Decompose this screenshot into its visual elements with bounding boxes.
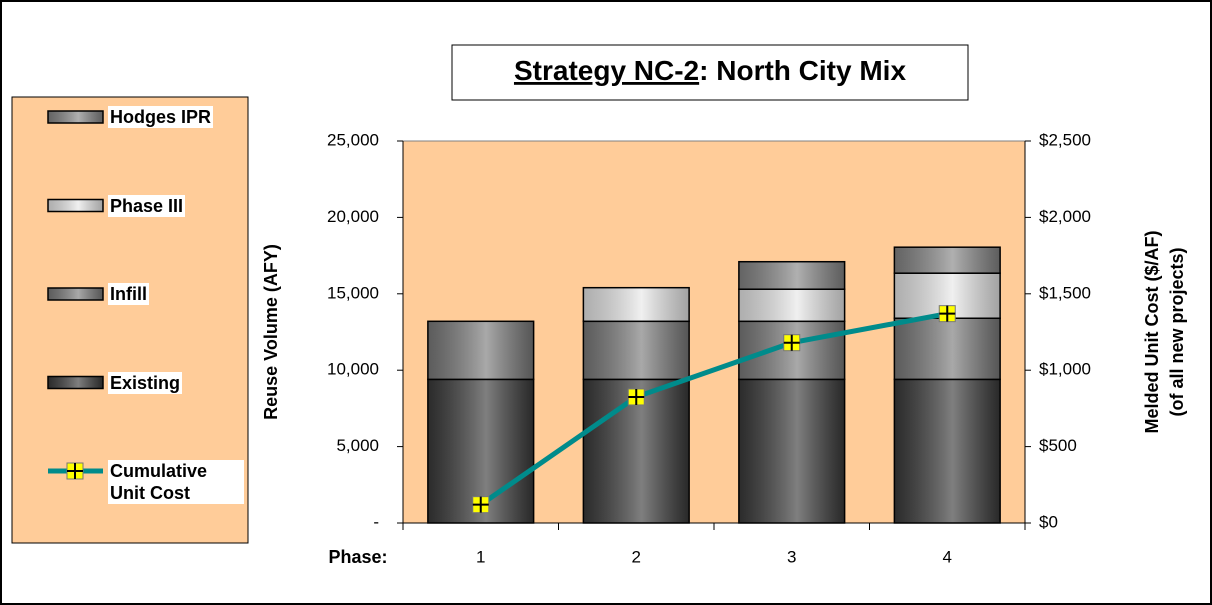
y2-axis-label: Melded Unit Cost ($/AF) <box>1142 231 1162 434</box>
legend-shade <box>47 198 104 213</box>
y2-tick-label: $2,000 <box>1039 207 1091 226</box>
bar-shade <box>893 378 1001 524</box>
x-tick-label: 3 <box>787 547 796 566</box>
bar-shade <box>582 286 690 323</box>
y2-axis-label: (of all new projects) <box>1167 247 1187 416</box>
bar-shade <box>738 260 846 290</box>
legend-cross <box>67 463 83 479</box>
y-tick-label: 5,000 <box>336 436 379 455</box>
y-tick-label: 20,000 <box>327 207 379 226</box>
x-tick-label: 4 <box>943 547 952 566</box>
bar-shade <box>582 320 690 381</box>
bar-shade <box>738 288 846 323</box>
legend-label: Phase III <box>108 194 186 217</box>
bar-shade <box>893 246 1001 274</box>
y-tick-label: 10,000 <box>327 360 379 379</box>
y2-tick-label: $1,000 <box>1039 360 1091 379</box>
y-tick-label: 25,000 <box>327 130 379 149</box>
legend-label: Existing <box>108 371 183 394</box>
y-tick-label: 15,000 <box>327 283 379 302</box>
legend-shade <box>47 375 104 390</box>
y2-tick-label: $2,500 <box>1039 130 1091 149</box>
legend-label: Infill <box>108 283 149 305</box>
y2-tick-label: $0 <box>1039 512 1058 531</box>
y2-tick-label: $500 <box>1039 436 1077 455</box>
chart-title: Strategy NC-2: North City Mix <box>514 55 906 86</box>
legend-shade <box>47 287 104 301</box>
x-axis-label: Phase: <box>328 547 387 567</box>
title-box <box>451 44 969 101</box>
y-axis-label: Reuse Volume (AFY) <box>261 244 281 420</box>
marker-cross <box>939 305 956 322</box>
y-tick-label: - <box>373 512 379 531</box>
y2-tick-label: $1,500 <box>1039 283 1091 302</box>
legend-label: Cumulative Unit Cost <box>108 460 244 504</box>
legend-label: Hodges IPR <box>108 106 214 128</box>
x-tick-label: 1 <box>476 547 485 566</box>
line <box>479 311 948 507</box>
bar-shade <box>738 378 846 524</box>
x-tick-label: 2 <box>632 547 641 566</box>
legend-shade <box>47 110 104 124</box>
marker-cross <box>472 496 489 513</box>
bar-shade <box>427 320 535 381</box>
bar-shade <box>893 317 1001 381</box>
marker-cross <box>628 388 645 405</box>
marker-cross <box>783 334 800 351</box>
